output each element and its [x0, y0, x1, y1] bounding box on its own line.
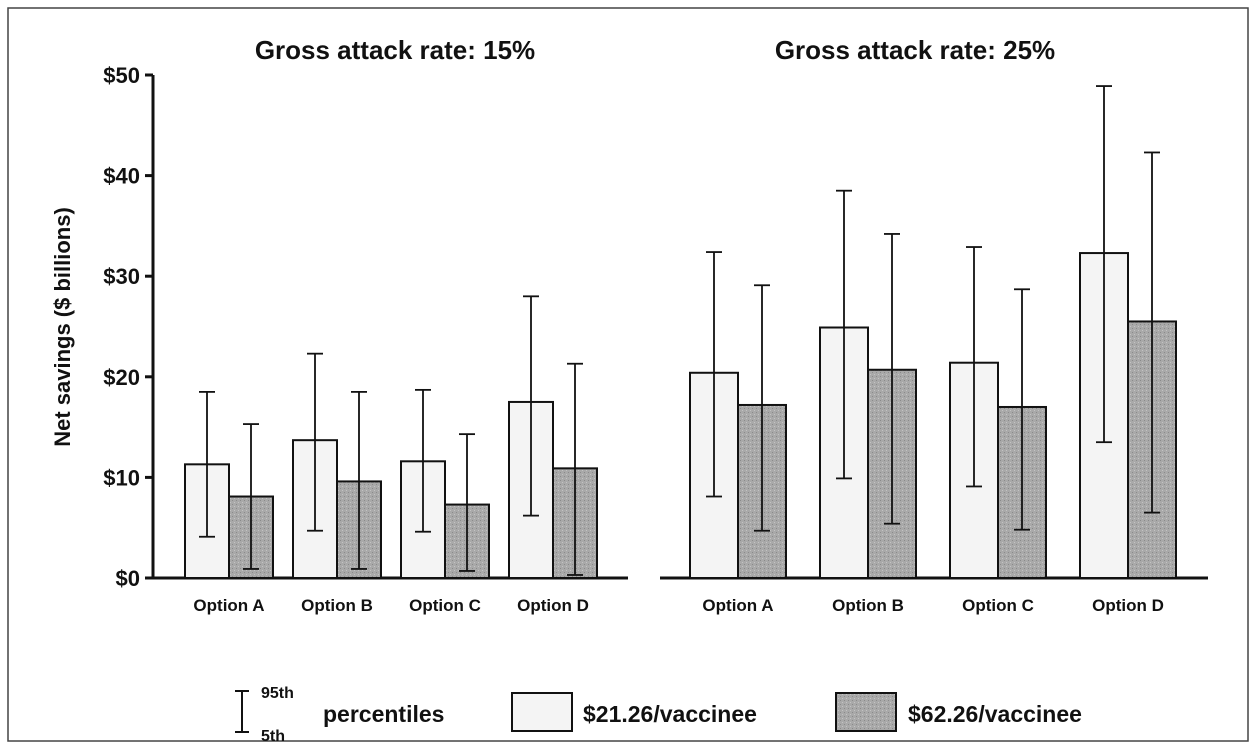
x-category-label: Option B [832, 596, 904, 615]
error-bar [1144, 151, 1160, 514]
error-bar [754, 284, 770, 532]
error-bar [199, 390, 215, 538]
error-bar [351, 390, 367, 570]
legend: 95th 5th percentiles $21.26/vaccinee $62… [235, 685, 1082, 745]
legend-swatch-dark [835, 692, 897, 732]
error-bar [836, 189, 852, 480]
legend-5th: 5th [261, 728, 285, 745]
y-tick-label: $10 [103, 465, 140, 490]
category-labels-layer: Option A Option B Option C Option D Option A… [193, 596, 1163, 615]
x-category-label: Option A [193, 596, 264, 615]
error-bar [243, 423, 259, 570]
error-bar [567, 362, 583, 576]
legend-label-dark: $62.26/vaccinee [908, 701, 1082, 727]
legend-label-light: $21.26/vaccinee [583, 701, 757, 727]
error-bars-layer [199, 85, 1160, 576]
legend-percentiles: percentiles [323, 701, 444, 727]
error-bar [415, 388, 431, 533]
error-bar [884, 233, 900, 525]
figure-frame [7, 7, 1249, 742]
x-category-label: Option C [409, 596, 481, 615]
x-category-label: Option D [517, 596, 589, 615]
error-bar [706, 251, 722, 498]
y-axis: $0 $10 $20 $30 $40 $50 [103, 63, 155, 591]
legend-percentile-icon [235, 690, 249, 733]
error-bar [1096, 85, 1112, 444]
x-category-label: Option B [301, 596, 373, 615]
error-bar [307, 352, 323, 532]
y-tick-label: $50 [103, 63, 140, 88]
y-tick-label: $0 [116, 566, 140, 591]
y-tick-label: $30 [103, 264, 140, 289]
error-bar [1014, 288, 1030, 531]
legend-swatch-light [511, 692, 573, 732]
x-category-label: Option D [1092, 596, 1164, 615]
x-category-label: Option C [962, 596, 1034, 615]
y-tick-label: $20 [103, 365, 140, 390]
error-bar [966, 246, 982, 488]
error-bar [523, 295, 539, 517]
x-category-label: Option A [702, 596, 773, 615]
error-bar [459, 433, 475, 572]
y-tick-label: $40 [103, 164, 140, 189]
legend-95th: 95th [261, 685, 294, 702]
panel-title-right: Gross attack rate: 25% [775, 35, 1055, 65]
panel-title-left: Gross attack rate: 15% [255, 35, 535, 65]
y-axis-label: Net savings ($ billions) [50, 207, 75, 447]
